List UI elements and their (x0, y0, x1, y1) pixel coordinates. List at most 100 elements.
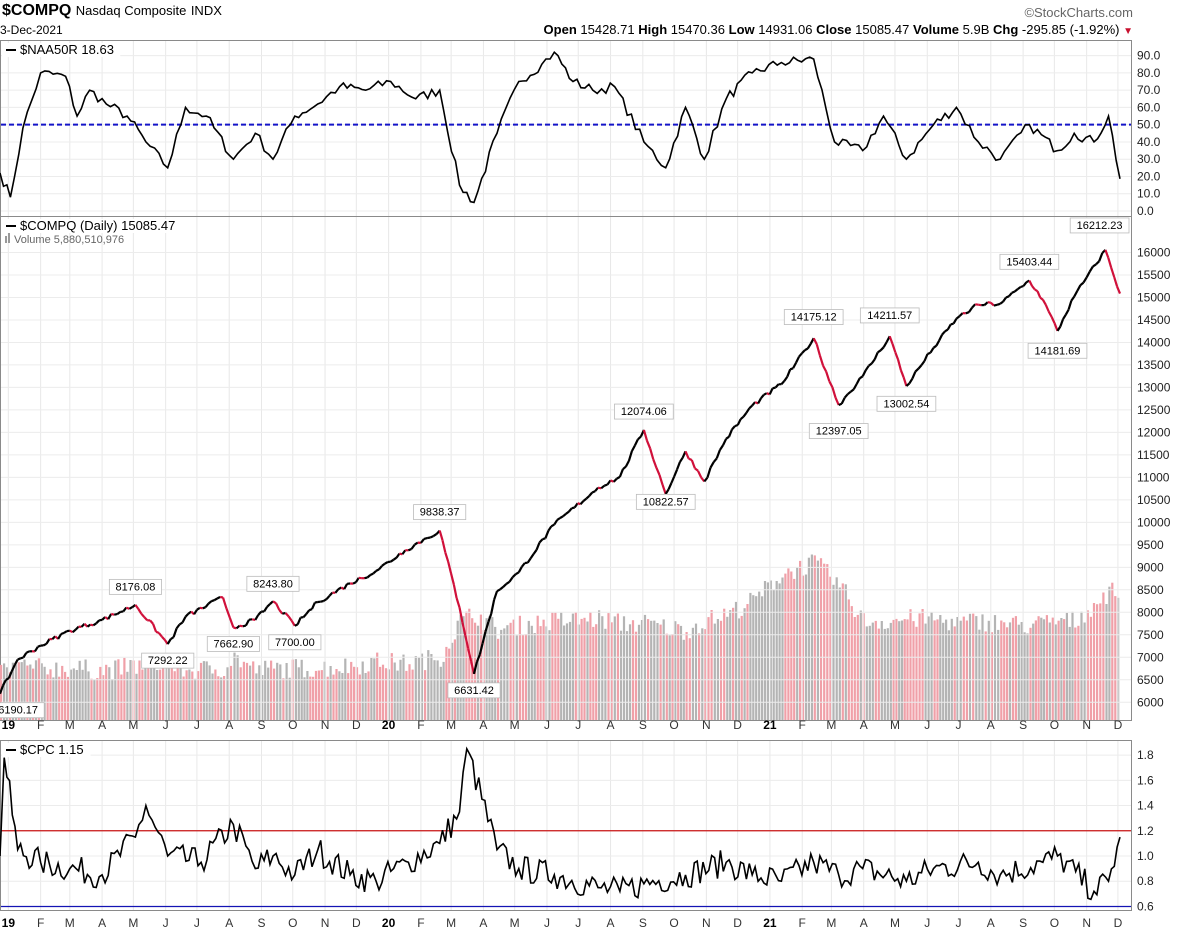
price-segment (1098, 252, 1104, 262)
volume-bar (918, 613, 921, 720)
volume-bar (138, 660, 141, 720)
volume-bar (264, 660, 267, 720)
price-segment (999, 300, 1004, 305)
x-tick-label: J (575, 718, 581, 732)
price-segment (652, 458, 658, 469)
price-segment (172, 628, 178, 638)
price-segment (520, 562, 526, 568)
y-tick-label: 13000 (1137, 380, 1171, 394)
price-segment (658, 474, 664, 486)
volume-bar (84, 659, 87, 720)
volume-bar (784, 573, 787, 720)
x-tick-label: A (225, 718, 233, 732)
price-segment (1092, 263, 1097, 268)
volume-bar (637, 624, 641, 720)
volume-bar (601, 616, 604, 720)
volume-bar (509, 622, 512, 720)
price-segment (562, 513, 567, 518)
volume-bar (962, 616, 965, 720)
volume-bar (173, 671, 176, 720)
price-segment (1011, 290, 1016, 294)
price-segment (967, 306, 974, 313)
price-segment (993, 303, 998, 307)
stockcharts-brand: ©StockCharts.com (1024, 5, 1133, 20)
volume-bar (807, 557, 810, 720)
price-segment (517, 566, 523, 573)
price-annotation-box (614, 403, 674, 420)
price-segment (579, 500, 585, 505)
x-tick-label: J (544, 916, 550, 930)
price-segment (25, 650, 30, 654)
price-segment (242, 624, 247, 628)
price-segment (1116, 286, 1122, 295)
price-segment (996, 302, 1001, 306)
volume-bar (161, 658, 165, 720)
price-segment (550, 523, 555, 528)
volume-bar (78, 660, 81, 720)
y-tick-label: 16000 (1137, 245, 1171, 259)
price-segment (290, 620, 296, 627)
price-annotation: 14181.69 (1035, 345, 1081, 357)
x-tick-label: J (956, 718, 962, 732)
price-segment (861, 369, 867, 377)
volume-bar (685, 632, 688, 720)
price-segment (92, 622, 97, 627)
x-tick-label: O (1050, 916, 1059, 930)
x-tick-label: A (860, 718, 868, 732)
x-tick-label: 21 (763, 718, 777, 732)
x-tick-label: O (288, 718, 297, 732)
price-segment (107, 613, 113, 620)
volume-bar (417, 657, 420, 720)
x-tick-label: S (257, 718, 265, 732)
price-segment (1064, 309, 1070, 316)
x-tick-label: N (321, 916, 330, 930)
price-segment (754, 401, 759, 405)
price-annotation-box (999, 253, 1060, 270)
volume-legend-icon (5, 236, 7, 243)
price-segment (760, 393, 765, 399)
y-tick-label: 11500 (1137, 448, 1170, 462)
price-segment (642, 429, 649, 442)
price-segment (870, 358, 876, 365)
volume-bar (285, 663, 288, 720)
price-annotation: 8243.80 (253, 578, 293, 590)
volume-bar (838, 587, 841, 720)
price-segment (768, 387, 774, 395)
price-segment (33, 646, 39, 652)
y-tick-label: 20.0 (1137, 169, 1161, 183)
price-annotation: 15403.44 (1006, 256, 1052, 268)
price-segment (688, 457, 693, 462)
volume-bar (64, 671, 67, 720)
price-segment (815, 344, 821, 356)
price-segment (1110, 267, 1116, 278)
volume-bar (485, 618, 488, 720)
volume-bar (841, 583, 844, 720)
price-segment (221, 597, 228, 609)
price-segment (751, 401, 756, 407)
y-tick-label: 7500 (1137, 628, 1164, 642)
price-segment (57, 633, 63, 640)
volume-bar (906, 619, 909, 720)
volume-bar (865, 626, 868, 720)
volume-bar (294, 659, 297, 720)
price-segment (944, 328, 949, 333)
volume-bar (451, 642, 454, 720)
volume-bar (1074, 627, 1077, 720)
volume-bar (408, 664, 411, 720)
price-segment (612, 477, 618, 483)
price-segment (384, 561, 389, 565)
volume-bar (527, 620, 530, 720)
price-annotation-box (268, 634, 322, 651)
price-segment (134, 604, 140, 610)
volume-bar (81, 669, 84, 720)
volume-bar (242, 661, 245, 720)
price-segment (294, 623, 299, 627)
volume-bar (1086, 610, 1089, 720)
volume-bar (781, 577, 784, 720)
volume-bar (1063, 619, 1066, 720)
price-segment (20, 656, 24, 660)
price-segment (455, 597, 461, 608)
volume-bar (698, 633, 701, 720)
price-segment (789, 367, 794, 371)
price-segment (899, 369, 905, 378)
